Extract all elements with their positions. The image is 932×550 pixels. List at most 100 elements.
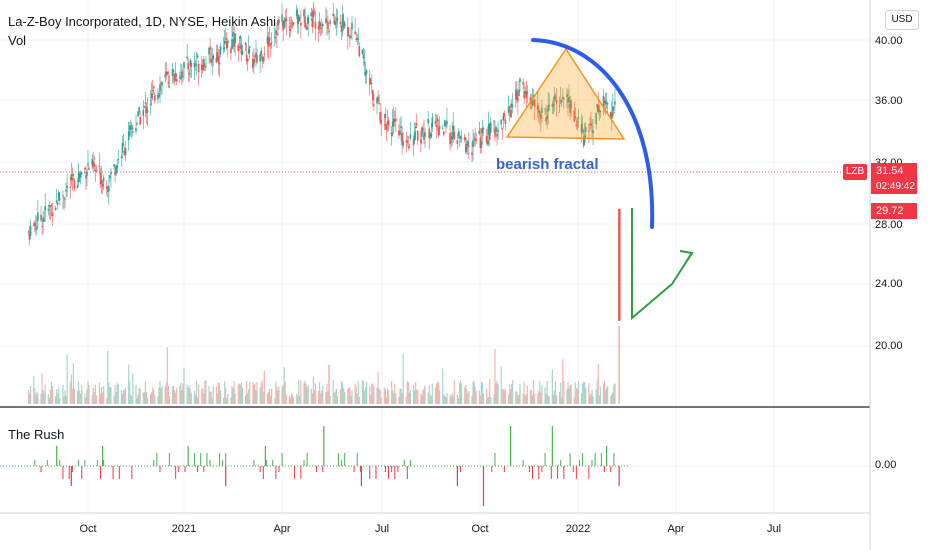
candle — [77, 173, 80, 183]
volume-bar — [62, 385, 64, 404]
volume-bar — [122, 389, 125, 404]
candle — [304, 16, 306, 28]
volume-bar — [201, 389, 203, 404]
volume-bar — [268, 388, 271, 404]
currency-button[interactable]: USD — [885, 10, 919, 30]
volume-bar — [226, 397, 228, 404]
volume-bar — [539, 380, 541, 404]
volume-bar — [468, 391, 470, 404]
candle — [107, 189, 109, 193]
volume-bar — [431, 383, 433, 404]
volume-bar — [218, 383, 221, 404]
candle — [371, 83, 373, 85]
candle — [65, 189, 67, 192]
candle — [390, 132, 393, 137]
volume-bar — [420, 393, 422, 404]
candle — [431, 117, 434, 128]
volume-bar — [429, 394, 431, 404]
volume-bar — [444, 395, 446, 404]
volume-bar — [344, 392, 346, 404]
candle — [415, 123, 418, 126]
volume-bar — [117, 384, 119, 404]
candle — [142, 109, 145, 116]
candle — [277, 19, 279, 26]
volume-bar — [187, 387, 189, 404]
volume-bar — [224, 381, 226, 404]
volume-bar — [116, 383, 118, 404]
x-tick-label: 2021 — [171, 523, 197, 535]
volume-bar — [406, 381, 408, 404]
volume-bar — [193, 390, 196, 404]
volume-bar — [412, 384, 415, 404]
candle — [128, 126, 131, 131]
candle — [78, 173, 81, 178]
volume-bar — [276, 386, 278, 404]
candle — [456, 140, 459, 145]
volume-bar — [153, 390, 155, 404]
candle — [197, 64, 200, 73]
volume-bar — [545, 394, 547, 404]
candle — [312, 10, 315, 18]
candle — [305, 25, 307, 29]
candle — [406, 140, 409, 143]
volume-bar — [394, 383, 396, 404]
candle — [87, 163, 89, 166]
candle — [463, 137, 466, 140]
candle — [240, 44, 243, 54]
triangle-pattern — [505, 47, 626, 140]
candle — [342, 21, 345, 29]
volume-bar — [415, 381, 417, 404]
volume-bar — [263, 370, 265, 404]
candle — [266, 36, 269, 44]
volume-bar — [329, 395, 331, 404]
candle — [405, 140, 408, 142]
volume-bar — [164, 386, 166, 404]
candle — [380, 120, 383, 124]
volume-bar — [132, 373, 134, 404]
volume-bar — [358, 396, 360, 404]
volume-bar — [65, 395, 67, 404]
volume-bar — [135, 384, 137, 404]
volume-bar — [202, 388, 204, 404]
volume-bar — [130, 394, 132, 404]
candle — [531, 100, 534, 106]
volume-bar — [43, 393, 45, 404]
candle — [589, 124, 591, 126]
volume-bar — [487, 397, 489, 404]
candle — [515, 89, 517, 100]
candle — [401, 133, 403, 145]
candle — [230, 48, 232, 54]
volume-bar — [186, 384, 188, 404]
candle — [546, 115, 548, 120]
volume-bar — [385, 397, 388, 404]
volume-bar — [284, 381, 286, 404]
volume-bar — [606, 387, 608, 404]
candle — [412, 139, 415, 146]
candle — [175, 79, 178, 82]
volume-bar — [259, 387, 261, 404]
volume-bar — [379, 389, 381, 404]
volume-bar — [212, 386, 214, 404]
candle — [225, 41, 228, 49]
volume-bar — [244, 395, 247, 404]
candle — [518, 89, 520, 97]
candle — [116, 165, 119, 169]
volume-bar — [319, 382, 321, 404]
candle — [166, 71, 169, 75]
volume-bar — [508, 384, 511, 404]
volume-bar — [165, 382, 167, 404]
y-tick-label: 24.00 — [875, 278, 903, 290]
volume-bar — [246, 381, 248, 404]
volume-bar — [332, 380, 334, 404]
volume-bar — [423, 388, 425, 404]
candle — [98, 165, 101, 168]
volume-bar — [320, 393, 322, 404]
volume-bar — [131, 396, 133, 404]
volume-bar — [376, 387, 378, 404]
rush-histogram — [34, 426, 620, 506]
volume-bar — [102, 392, 104, 404]
volume-bar — [580, 393, 583, 404]
volume-bar — [585, 387, 587, 404]
candle — [332, 13, 335, 17]
